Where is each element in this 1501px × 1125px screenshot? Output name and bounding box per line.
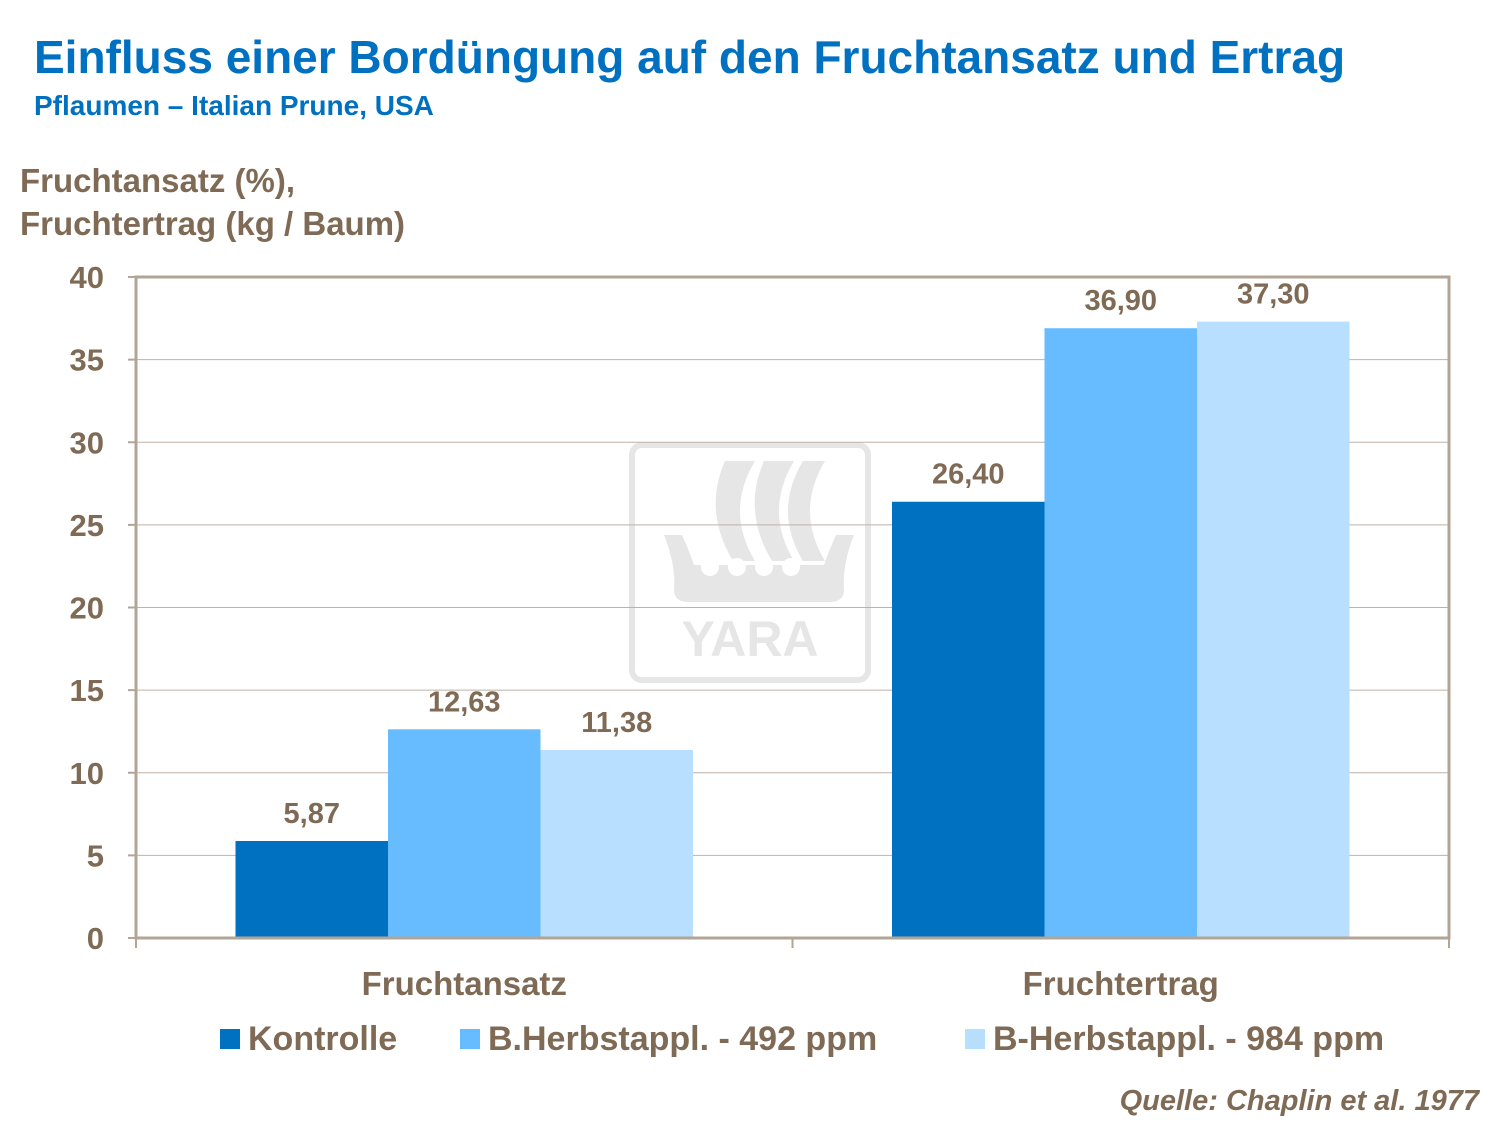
legend-label: B-Herbstappl. - 984 ppm xyxy=(993,1020,1384,1058)
x-tick-label: Fruchtansatz xyxy=(362,965,567,1002)
bar xyxy=(540,749,693,938)
bar xyxy=(1197,321,1350,938)
y-axis-label-line1: Fruchtansatz (%), xyxy=(20,162,296,199)
yara-logo-watermark: YARA xyxy=(629,442,871,683)
chart-subtitle: Pflaumen – Italian Prune, USA xyxy=(34,90,434,121)
y-tick-label: 20 xyxy=(70,591,104,626)
data-label: 12,63 xyxy=(428,686,501,718)
x-tick-label: Fruchtertrag xyxy=(1023,965,1219,1002)
y-tick-label: 25 xyxy=(70,508,104,543)
y-tick-label: 35 xyxy=(70,343,104,378)
y-tick-label: 5 xyxy=(87,838,104,873)
data-label: 37,30 xyxy=(1237,279,1310,311)
y-tick-label: 10 xyxy=(70,756,104,791)
legend-swatch xyxy=(220,1029,240,1049)
y-tick-label: 40 xyxy=(70,260,104,295)
legend-label: Kontrolle xyxy=(248,1020,397,1058)
chart-title: Einfluss einer Bordüngung auf den Frucht… xyxy=(34,31,1346,83)
legend-label: B.Herbstappl. - 492 ppm xyxy=(488,1020,877,1058)
y-tick-label: 15 xyxy=(70,673,104,708)
data-label: 36,90 xyxy=(1084,285,1157,317)
data-label: 5,87 xyxy=(284,798,340,830)
data-label: 26,40 xyxy=(932,459,1005,491)
bar xyxy=(235,840,388,938)
y-tick-label: 30 xyxy=(70,425,104,460)
bar xyxy=(388,729,541,938)
source-note: Quelle: Chaplin et al. 1977 xyxy=(1119,1085,1479,1117)
logo-text: YARA xyxy=(681,611,818,667)
bar xyxy=(892,501,1045,938)
y-tick-label: 0 xyxy=(87,921,104,956)
data-label: 11,38 xyxy=(581,707,652,739)
legend-swatch xyxy=(965,1029,985,1049)
y-axis-label-line2: Fruchtertrag (kg / Baum) xyxy=(20,205,406,242)
bar xyxy=(1044,328,1197,938)
legend-swatch xyxy=(460,1029,480,1049)
